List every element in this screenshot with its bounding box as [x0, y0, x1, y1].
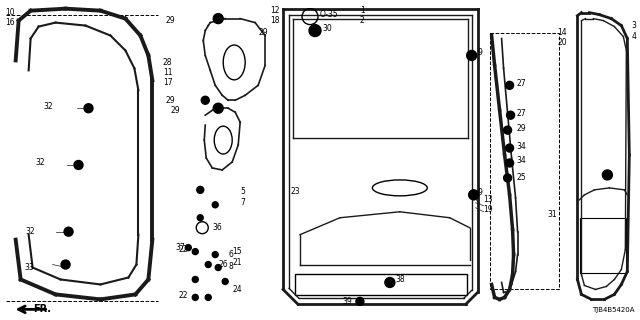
Circle shape — [192, 276, 198, 283]
Circle shape — [213, 14, 223, 24]
Text: 34: 34 — [516, 141, 526, 151]
Text: 3: 3 — [631, 21, 636, 30]
Text: 26: 26 — [218, 260, 228, 269]
Text: 9: 9 — [477, 188, 483, 197]
Text: 4: 4 — [631, 32, 636, 41]
Circle shape — [602, 170, 612, 180]
Text: 21: 21 — [232, 258, 242, 267]
Text: 23: 23 — [290, 188, 300, 196]
Text: 22: 22 — [179, 291, 188, 300]
Bar — [295, 274, 467, 295]
Bar — [580, 218, 627, 273]
Text: 14: 14 — [557, 28, 567, 37]
Circle shape — [467, 51, 477, 60]
Circle shape — [506, 144, 513, 152]
Text: 6: 6 — [228, 250, 233, 259]
Text: 29: 29 — [258, 28, 268, 37]
Text: 36: 36 — [212, 223, 222, 232]
Circle shape — [205, 294, 211, 300]
Circle shape — [468, 190, 479, 200]
Circle shape — [222, 278, 228, 284]
Circle shape — [356, 297, 364, 305]
Text: 32: 32 — [35, 158, 45, 167]
Text: 18: 18 — [270, 16, 280, 25]
Circle shape — [385, 277, 395, 287]
Text: 7: 7 — [240, 198, 245, 207]
Circle shape — [215, 265, 221, 270]
Text: 17: 17 — [163, 78, 173, 87]
Text: 25: 25 — [516, 173, 526, 182]
Text: 27: 27 — [516, 79, 526, 88]
Text: 8: 8 — [228, 262, 233, 271]
Text: 9: 9 — [477, 48, 483, 57]
Circle shape — [506, 81, 513, 89]
Text: 32: 32 — [43, 102, 52, 111]
Circle shape — [64, 227, 73, 236]
Circle shape — [186, 244, 191, 251]
Text: 22: 22 — [179, 245, 188, 254]
Circle shape — [84, 104, 93, 113]
Text: 2: 2 — [360, 16, 365, 25]
Text: 29: 29 — [516, 124, 526, 132]
Text: 37: 37 — [175, 243, 185, 252]
Circle shape — [213, 103, 223, 113]
Circle shape — [196, 186, 204, 193]
Circle shape — [61, 260, 70, 269]
Text: 28: 28 — [163, 58, 172, 67]
Text: 31: 31 — [547, 210, 557, 219]
Text: 32: 32 — [25, 227, 35, 236]
Text: 34: 34 — [516, 156, 526, 165]
Text: 13: 13 — [484, 195, 493, 204]
Circle shape — [507, 111, 515, 119]
Circle shape — [205, 261, 211, 268]
Text: 29: 29 — [165, 16, 175, 25]
Text: 27: 27 — [516, 109, 526, 118]
Text: 38: 38 — [396, 275, 406, 284]
Text: 11: 11 — [163, 68, 173, 77]
Text: 16: 16 — [6, 18, 15, 27]
Text: 29: 29 — [170, 106, 180, 115]
Circle shape — [197, 215, 204, 221]
Text: 1: 1 — [360, 6, 365, 15]
Circle shape — [504, 126, 511, 134]
Circle shape — [192, 294, 198, 300]
Circle shape — [74, 161, 83, 170]
Text: 19: 19 — [484, 205, 493, 214]
Text: FR.: FR. — [33, 304, 51, 314]
Text: 20: 20 — [557, 38, 567, 47]
Text: 39: 39 — [342, 297, 352, 306]
Circle shape — [192, 249, 198, 255]
Circle shape — [212, 202, 218, 208]
Circle shape — [201, 96, 209, 104]
Text: TJB4B5420A: TJB4B5420A — [592, 307, 634, 313]
Text: 24: 24 — [232, 285, 242, 294]
Bar — [490, 33, 559, 289]
Text: 5: 5 — [240, 188, 245, 196]
Text: 29: 29 — [165, 96, 175, 105]
Text: O-35: O-35 — [320, 10, 339, 19]
Circle shape — [212, 252, 218, 258]
Text: 10: 10 — [6, 8, 15, 17]
Circle shape — [309, 25, 321, 36]
Circle shape — [506, 159, 513, 167]
Text: 30: 30 — [322, 24, 332, 33]
Text: 12: 12 — [270, 6, 280, 15]
Circle shape — [504, 174, 511, 182]
Text: 33: 33 — [25, 263, 35, 272]
Text: 15: 15 — [232, 247, 242, 256]
